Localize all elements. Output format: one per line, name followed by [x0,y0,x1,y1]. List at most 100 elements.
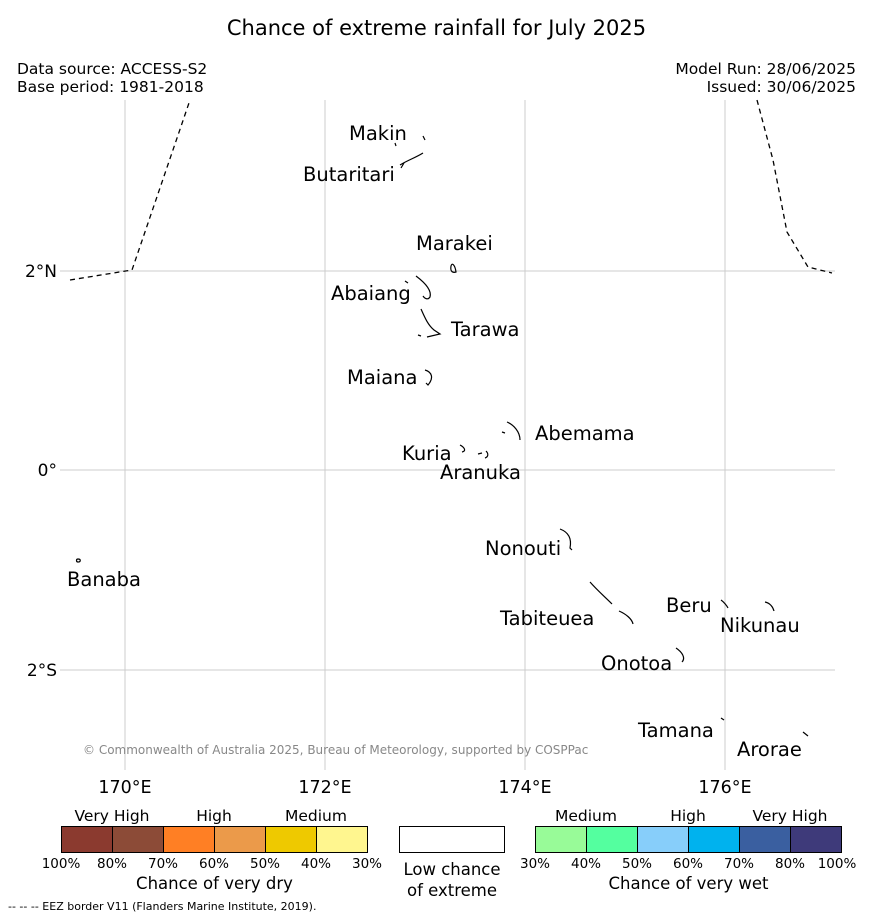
butaritari-outline [399,152,424,169]
island-label-onotoa: Onotoa [601,652,672,675]
wet-colorbar [535,826,842,853]
island-label-makin: Makin [349,122,407,145]
gridlines [60,100,835,770]
wet-legend-title: Chance of very wet [608,874,769,893]
eez-border-east [756,99,833,274]
dry-tick: 80% [96,856,127,872]
lat-label-0: 0° [38,461,57,481]
tabiteuea-outline [589,581,634,625]
lat-label-2n: 2°N [25,262,57,282]
latitude-labels: 2°N 0° 2°S [25,262,57,681]
island-label-maiana: Maiana [347,366,417,389]
dry-colorbar [61,826,368,853]
base-period-text: Base period: 1981-2018 [17,78,204,96]
aranuka-outline [477,450,489,459]
dry-legend-title: Chance of very dry [136,874,293,893]
island-label-tabiteuea: Tabiteuea [499,607,594,630]
island-labels: Makin Butaritari Marakei Abaiang Tarawa … [67,122,802,761]
marakei-outline [450,263,457,273]
page-title: Chance of extreme rainfall for July 2025 [226,16,647,40]
dry-category-medium: Medium [285,807,347,825]
island-label-tarawa: Tarawa [450,318,520,341]
issued-text: Issued: 30/06/2025 [706,78,856,96]
dry-swatch [266,827,317,852]
abaiang-outline [404,275,431,300]
lat-label-2s: 2°S [27,661,57,681]
lon-label-170e: 170°E [98,778,151,798]
wet-swatch [536,827,587,852]
wet-tick: 40% [570,856,601,872]
island-label-butaritari: Butaritari [303,163,395,186]
wet-swatch [740,827,791,852]
island-label-abaiang: Abaiang [331,282,411,305]
island-label-marakei: Marakei [416,232,493,255]
map: Makin Butaritari Marakei Abaiang Tarawa … [25,99,835,798]
tamana-outline [720,717,725,721]
low-chance-line1: Low chance [403,860,501,879]
wet-tick: 50% [621,856,652,872]
lon-label-172e: 172°E [298,778,351,798]
dry-swatch [113,827,164,852]
low-chance-legend-title: Low chance of extreme [387,859,517,901]
onotoa-outline [675,647,685,663]
wet-swatch [689,827,740,852]
dry-category-high: High [196,807,232,825]
eez-footnote: -- -- -- EEZ border V11 (Flanders Marine… [8,900,317,913]
eez-border-west [69,99,191,281]
wet-swatch [638,827,689,852]
dry-tick: 60% [198,856,229,872]
island-label-arorae: Arorae [737,738,802,761]
wet-tick: 80% [774,856,805,872]
dry-swatch [164,827,215,852]
island-label-nonouti: Nonouti [485,537,561,560]
eez-borders [69,99,833,281]
dry-tick: 50% [249,856,280,872]
island-label-beru: Beru [666,594,712,617]
dry-swatch [62,827,113,852]
makin-outline [394,135,426,147]
dry-tick: 30% [351,856,382,872]
nikunau-outline [764,601,775,612]
dry-tick: 70% [147,856,178,872]
island-label-kuria: Kuria [402,442,452,465]
kuria-outline [459,444,466,453]
island-label-tamana: Tamana [637,719,714,742]
dry-tick: 100% [41,856,81,872]
data-source-text: Data source: ACCESS-S2 [17,60,208,78]
island-outlines [75,135,809,737]
wet-tick: 70% [723,856,754,872]
island-label-banaba: Banaba [67,568,141,591]
abemama-outline [501,421,521,441]
island-label-aranuka: Aranuka [440,461,521,484]
maiana-outline [424,369,433,386]
dry-swatch [215,827,266,852]
arorae-outline [802,731,809,737]
wet-swatch [587,827,638,852]
wet-category-high: High [670,807,706,825]
dry-category-very-high: Very High [74,807,150,825]
low-swatch [400,827,504,852]
banaba-outline [75,558,81,563]
lon-label-176e: 176°E [698,778,751,798]
data-source-info: Data source: ACCESS-S2 Base period: 1981… [17,60,207,96]
wet-tick: 100% [817,856,857,872]
longitude-labels: 170°E 172°E 174°E 176°E [98,778,751,798]
nonouti-outline [559,528,573,551]
low-chance-line2: of extreme [406,881,498,900]
dry-tick: 40% [300,856,331,872]
wet-swatch [791,827,841,852]
copyright-notice: © Commonwealth of Australia 2025, Bureau… [83,743,588,757]
wet-tick: 60% [672,856,703,872]
model-run-text: Model Run: 28/06/2025 [675,60,856,78]
wet-category-very-high: Very High [752,807,828,825]
tarawa-outline [417,308,442,338]
island-label-abemama: Abemama [535,422,635,445]
wet-tick: 30% [519,856,550,872]
model-run-info: Model Run: 28/06/2025 Issued: 30/06/2025 [675,60,856,96]
island-label-nikunau: Nikunau [720,614,800,637]
dry-swatch [317,827,367,852]
low-chance-swatch [399,826,505,853]
beru-outline [720,599,729,609]
lon-label-174e: 174°E [498,778,551,798]
wet-category-medium: Medium [555,807,617,825]
